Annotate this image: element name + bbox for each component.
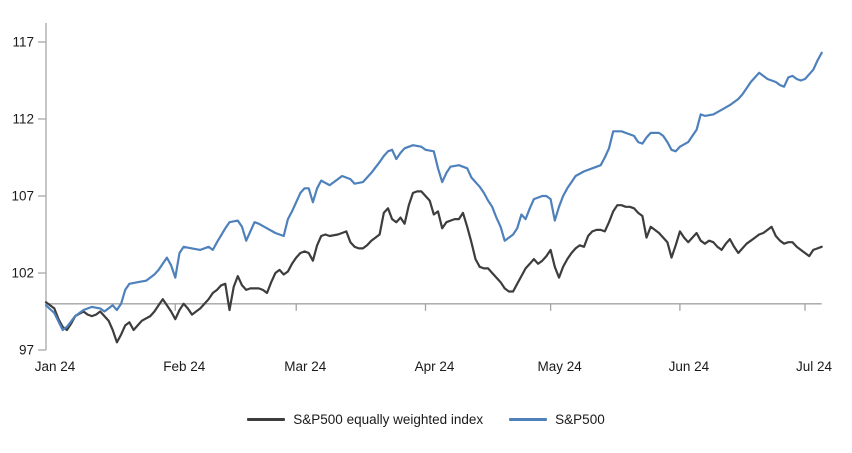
legend-line-swatch-sp500 (509, 418, 548, 421)
y-tick-label: 117 (12, 35, 34, 50)
legend-label-sp500: S&P500 (555, 412, 605, 427)
x-tick-label: Feb 24 (163, 359, 206, 374)
sp500-line (44, 51, 823, 332)
y-tick-label: 112 (12, 112, 34, 127)
x-tick-label: Jan 24 (35, 359, 76, 374)
x-tick-label: Apr 24 (415, 359, 455, 374)
series-lines (44, 51, 823, 344)
y-tick-label: 97 (19, 343, 34, 358)
equal-weight-index-line (44, 190, 823, 344)
legend-line-swatch-equal-weight (247, 418, 286, 421)
y-tick-label: 102 (11, 266, 34, 281)
axes (38, 23, 822, 351)
legend: S&P500 equally weighted index S&P500 (0, 412, 852, 427)
legend-label-equal-weight: S&P500 equally weighted index (293, 412, 484, 427)
axis-labels: 97 102 107 112 117 Jan 24 Feb 24 Mar 24 Apr 24 Ma… (11, 35, 832, 375)
x-tick-label: Jul 24 (796, 359, 833, 374)
x-tick-label: Jun 24 (669, 359, 710, 374)
x-tick-label: May 24 (537, 359, 582, 374)
legend-item-equal-weight: S&P500 equally weighted index (247, 412, 483, 427)
plot-svg: 97 102 107 112 117 Jan 24 Feb 24 Mar 24 Apr 24 Ma… (11, 23, 833, 375)
y-tick-label: 107 (11, 189, 34, 204)
x-tick-label: Mar 24 (284, 359, 327, 374)
legend-item-sp500: S&P500 (509, 412, 605, 427)
